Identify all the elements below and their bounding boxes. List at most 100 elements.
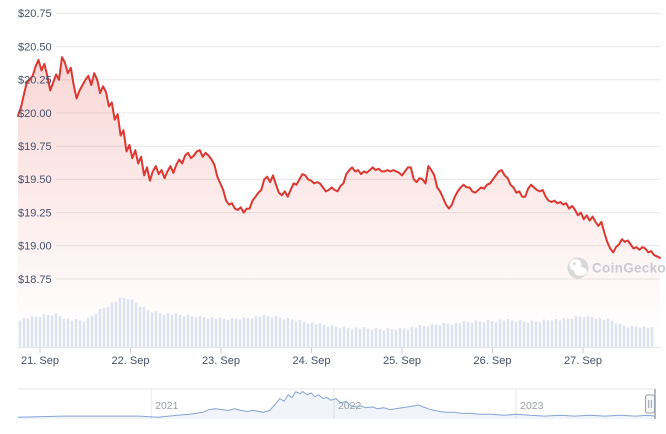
volume-bar xyxy=(278,317,282,347)
volume-bar xyxy=(582,317,586,347)
volume-bar xyxy=(510,320,514,347)
price-axis-label: $20.25 xyxy=(18,75,52,87)
price-area-layer xyxy=(18,57,660,347)
volume-bar xyxy=(322,325,326,347)
volume-bar xyxy=(354,327,358,347)
volume-bar xyxy=(614,323,618,347)
volume-bar xyxy=(90,315,94,347)
volume-bar xyxy=(62,318,66,347)
volume-bar xyxy=(534,321,538,347)
volume-bar xyxy=(190,316,194,347)
date-axis-label: 25. Sep xyxy=(383,355,421,367)
volume-bar xyxy=(218,317,222,347)
volume-bar xyxy=(170,314,174,347)
volume-bar xyxy=(30,316,34,347)
volume-bar xyxy=(94,313,98,347)
date-axis-label: 21. Sep xyxy=(21,355,59,367)
volume-bar xyxy=(330,325,334,347)
volume-bar xyxy=(538,322,542,347)
volume-bar xyxy=(594,319,598,347)
volume-bar xyxy=(166,313,170,347)
volume-bar xyxy=(226,319,230,347)
volume-bar xyxy=(290,319,294,347)
volume-bar xyxy=(386,328,390,347)
volume-bar xyxy=(398,327,402,347)
volume-bar xyxy=(98,308,102,347)
volume-bar xyxy=(442,322,446,347)
volume-bar xyxy=(482,322,486,347)
volume-bar xyxy=(162,314,166,347)
volume-bar xyxy=(458,323,462,347)
volume-bar xyxy=(142,307,146,347)
volume-bar xyxy=(294,321,298,347)
volume-bar xyxy=(194,317,198,347)
price-axis-label: $20.50 xyxy=(18,41,52,53)
volume-bar xyxy=(246,318,250,347)
volume-bar xyxy=(486,320,490,347)
price-line[interactable] xyxy=(17,56,661,259)
volume-bar xyxy=(138,306,142,347)
volume-bar xyxy=(446,323,450,347)
volume-bar xyxy=(430,323,434,347)
volume-bar xyxy=(562,318,566,347)
volume-bar xyxy=(474,320,478,347)
volume-bar xyxy=(234,318,238,347)
price-axis-label: $19.25 xyxy=(18,207,52,219)
volume-bar xyxy=(66,318,70,347)
volume-bar xyxy=(206,318,210,347)
volume-bar xyxy=(406,329,410,347)
volume-bar xyxy=(642,326,646,347)
volume-bar xyxy=(494,321,498,347)
volume-bar xyxy=(114,301,118,347)
volume-bar xyxy=(22,318,26,347)
gecko-logo-body xyxy=(574,267,587,276)
volume-bar xyxy=(602,319,606,347)
volume-bar xyxy=(238,319,242,347)
volume-bar xyxy=(558,320,562,347)
volume-bar xyxy=(318,323,322,347)
price-line-layer[interactable] xyxy=(17,56,661,259)
volume-bar xyxy=(542,319,546,347)
volume-bar xyxy=(258,316,262,347)
navigator-handle[interactable] xyxy=(645,394,655,414)
navigator-series xyxy=(17,390,656,418)
volume-bar xyxy=(566,318,570,347)
volume-bar xyxy=(414,327,418,347)
chart-plot-area[interactable] xyxy=(18,8,660,348)
volume-bar xyxy=(382,330,386,347)
date-axis-label: 27. Sep xyxy=(564,355,602,367)
volume-bar xyxy=(222,318,226,347)
volume-bar xyxy=(434,324,438,347)
volume-bar xyxy=(426,326,430,347)
volume-bar xyxy=(26,318,30,347)
volume-bar xyxy=(418,325,422,347)
volume-bar xyxy=(370,329,374,347)
volume-bar xyxy=(42,314,46,347)
timeline-navigator[interactable]: 2021 2022 2023 xyxy=(17,388,656,419)
volume-bar xyxy=(342,326,346,347)
volume-bar xyxy=(490,321,494,347)
volume-bar xyxy=(578,316,582,347)
volume-bar xyxy=(310,322,314,347)
volume-bar xyxy=(174,313,178,347)
volume-bar xyxy=(618,323,622,347)
volume-bar xyxy=(586,315,590,347)
volume-bar xyxy=(210,317,214,347)
navigator-year-label: 2021 xyxy=(155,400,179,412)
navigator-area xyxy=(18,391,655,419)
volume-bar xyxy=(502,320,506,347)
price-axis-label: $19.75 xyxy=(18,141,52,153)
volume-bar xyxy=(242,317,246,347)
price-area xyxy=(18,57,660,347)
volume-bar xyxy=(450,324,454,347)
volume-bar xyxy=(230,317,234,347)
coingecko-watermark: CoinGecko xyxy=(567,257,666,279)
price-axis-label: $18.75 xyxy=(18,274,52,286)
volume-bar xyxy=(82,321,86,347)
volume-bar xyxy=(402,328,406,347)
volume-bar xyxy=(638,327,642,347)
volume-bar xyxy=(254,316,258,347)
date-axis-label: 24. Sep xyxy=(293,355,331,367)
